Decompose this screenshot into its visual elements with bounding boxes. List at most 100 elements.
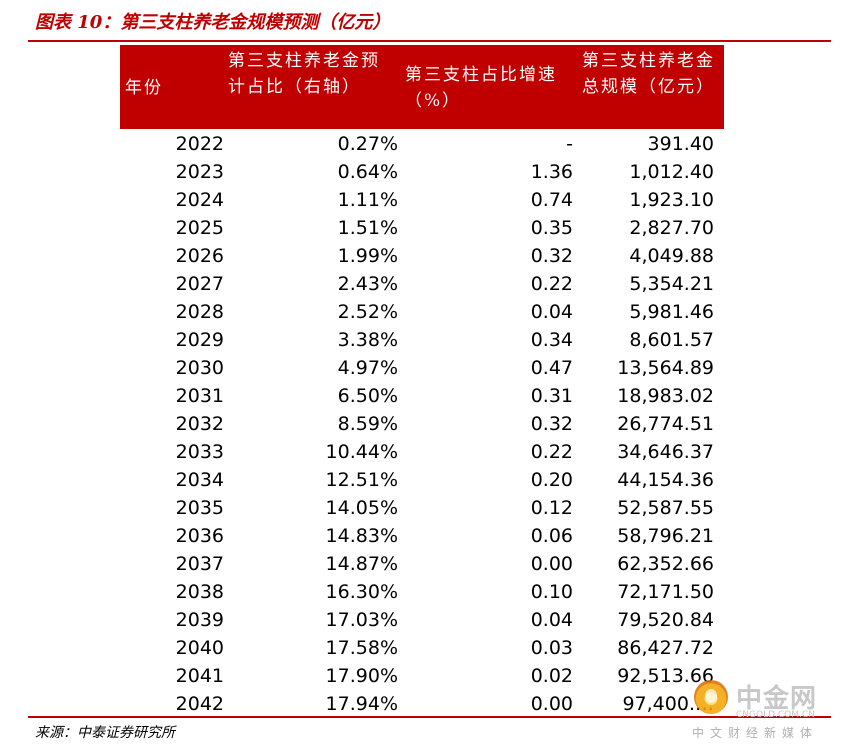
cell-total: 79,520.84 — [617, 609, 714, 631]
cell-growth: 0.22 — [530, 273, 573, 295]
table-row: 2030 4.97% 0.47 13,564.89 — [120, 355, 724, 383]
cell-growth: 0.04 — [530, 609, 573, 631]
cell-growth: 0.34 — [530, 329, 573, 351]
table-row: 2032 8.59% 0.32 26,774.51 — [120, 411, 724, 439]
cell-total: 5,354.21 — [629, 273, 714, 295]
table-row: 2029 3.38% 0.34 8,601.57 — [120, 327, 724, 355]
cell-growth: 0.00 — [530, 693, 573, 715]
cell-share: 14.87% — [325, 553, 398, 575]
cell-share: 0.27% — [337, 133, 398, 155]
header-year: 年份 — [125, 78, 163, 98]
table-row: 2039 17.03% 0.04 79,520.84 — [120, 607, 724, 635]
cell-year: 2040 — [175, 637, 224, 659]
cell-growth: - — [566, 133, 573, 155]
table-row: 2025 1.51% 0.35 2,827.70 — [120, 215, 724, 243]
cell-total: 391.40 — [647, 133, 714, 155]
table-row: 2037 14.87% 0.00 62,352.66 — [120, 551, 724, 579]
cell-total: 13,564.89 — [617, 357, 714, 379]
table-row: 2024 1.11% 0.74 1,923.10 — [120, 187, 724, 215]
cell-total: 34,646.37 — [617, 441, 714, 463]
cell-share: 17.03% — [325, 609, 398, 631]
table-row: 2033 10.44% 0.22 34,646.37 — [120, 439, 724, 467]
cell-year: 2036 — [175, 525, 224, 547]
cell-share: 0.64% — [337, 161, 398, 183]
cell-year: 2033 — [175, 441, 224, 463]
cell-growth: 0.10 — [530, 581, 573, 603]
figure-title-text: 第三支柱养老金规模预测（亿元） — [120, 12, 391, 33]
cell-growth: 0.35 — [530, 217, 573, 239]
header-growth: 第三支柱占比增速（%） — [405, 65, 557, 111]
cell-year: 2034 — [175, 469, 224, 491]
header-total: 第三支柱养老金总规模（亿元） — [582, 51, 715, 97]
table-row: 2038 16.30% 0.10 72,171.50 — [120, 579, 724, 607]
watermark-name: 中金网 — [736, 684, 818, 714]
cell-year: 2032 — [175, 413, 224, 435]
table-row: 2042 17.94% 0.00 97,400.… — [120, 691, 724, 719]
table-row: 2031 6.50% 0.31 18,983.02 — [120, 383, 724, 411]
cell-year: 2037 — [175, 553, 224, 575]
table-body: 2022 0.27% -391.40 2023 0.64% 1.36 1,012.40 202… — [120, 131, 724, 719]
table-row: 2026 1.99% 0.32 4,049.88 — [120, 243, 724, 271]
cell-total: 72,171.50 — [617, 581, 714, 603]
cell-year: 2024 — [175, 189, 224, 211]
watermark: 中金网 CNGOLD.COM.CN 中文财经新媒体 — [690, 676, 840, 742]
cell-year: 2029 — [175, 329, 224, 351]
cell-growth: 1.36 — [530, 161, 573, 183]
table-row: 2040 17.58% 0.03 86,427.72 — [120, 635, 724, 663]
cell-total: 18,983.02 — [617, 385, 714, 407]
cell-year: 2035 — [175, 497, 224, 519]
cell-total: 92,513.66 — [617, 665, 714, 687]
cell-growth: 0.74 — [530, 189, 573, 211]
table-row: 2022 0.27% - 391.40 — [120, 131, 724, 159]
cell-share: 17.90% — [325, 665, 398, 687]
cell-share: 16.30% — [325, 581, 398, 603]
cell-year: 2022 — [175, 133, 224, 155]
cell-share: 17.94% — [325, 693, 398, 715]
figure-title: 图表 10：第三支柱养老金规模预测（亿元） — [35, 12, 390, 34]
table-header: 年份 第三支柱养老金预计占比（右轴） 第三支柱占比增速（%） 第三支柱养老金总规… — [120, 45, 724, 129]
cell-year: 2031 — [175, 385, 224, 407]
cell-growth: 0.31 — [530, 385, 573, 407]
cell-total: 86,427.72 — [617, 637, 714, 659]
cell-growth: 0.06 — [530, 525, 573, 547]
table-row: 2035 14.05% 0.12 52,587.55 — [120, 495, 724, 523]
table-row: 2036 14.83% 0.06 58,796.21 — [120, 523, 724, 551]
cell-total: 4,049.88 — [629, 245, 714, 267]
cell-year: 2038 — [175, 581, 224, 603]
cell-share: 2.52% — [337, 301, 398, 323]
table-row: 2023 0.64% 1.36 1,012.40 — [120, 159, 724, 187]
watermark-logo-icon — [694, 680, 728, 714]
cell-year: 2023 — [175, 161, 224, 183]
cell-share: 14.05% — [325, 497, 398, 519]
cell-total: 52,587.55 — [617, 497, 714, 519]
header-share: 第三支柱养老金预计占比（右轴） — [228, 51, 380, 97]
cell-share: 1.99% — [337, 245, 398, 267]
figure-number: 图表 10： — [35, 12, 121, 33]
cell-growth: 0.03 — [530, 637, 573, 659]
table-row: 2028 2.52% 0.04 5,981.46 — [120, 299, 724, 327]
cell-total: 5,981.46 — [629, 301, 714, 323]
table-row: 2027 2.43% 0.22 5,354.21 — [120, 271, 724, 299]
cell-share: 3.38% — [337, 329, 398, 351]
watermark-subtitle: 中文财经新媒体 — [692, 726, 819, 740]
cell-total: 44,154.36 — [617, 469, 714, 491]
cell-total: 8,601.57 — [629, 329, 714, 351]
cell-share: 14.83% — [325, 525, 398, 547]
cell-year: 2027 — [175, 273, 224, 295]
table-row: 2041 17.90% 0.02 92,513.66 — [120, 663, 724, 691]
cell-share: 8.59% — [337, 413, 398, 435]
table-row: 2034 12.51% 0.20 44,154.36 — [120, 467, 724, 495]
cell-year: 2041 — [175, 665, 224, 687]
cell-growth: 0.20 — [530, 469, 573, 491]
cell-growth: 0.12 — [530, 497, 573, 519]
cell-total: 1,012.40 — [629, 161, 714, 183]
cell-share: 10.44% — [325, 441, 398, 463]
cell-year: 2025 — [175, 217, 224, 239]
cell-growth: 0.22 — [530, 441, 573, 463]
top-rule — [28, 40, 831, 42]
cell-share: 6.50% — [337, 385, 398, 407]
cell-share: 2.43% — [337, 273, 398, 295]
cell-year: 2042 — [175, 693, 224, 715]
cell-share: 17.58% — [325, 637, 398, 659]
cell-year: 2030 — [175, 357, 224, 379]
